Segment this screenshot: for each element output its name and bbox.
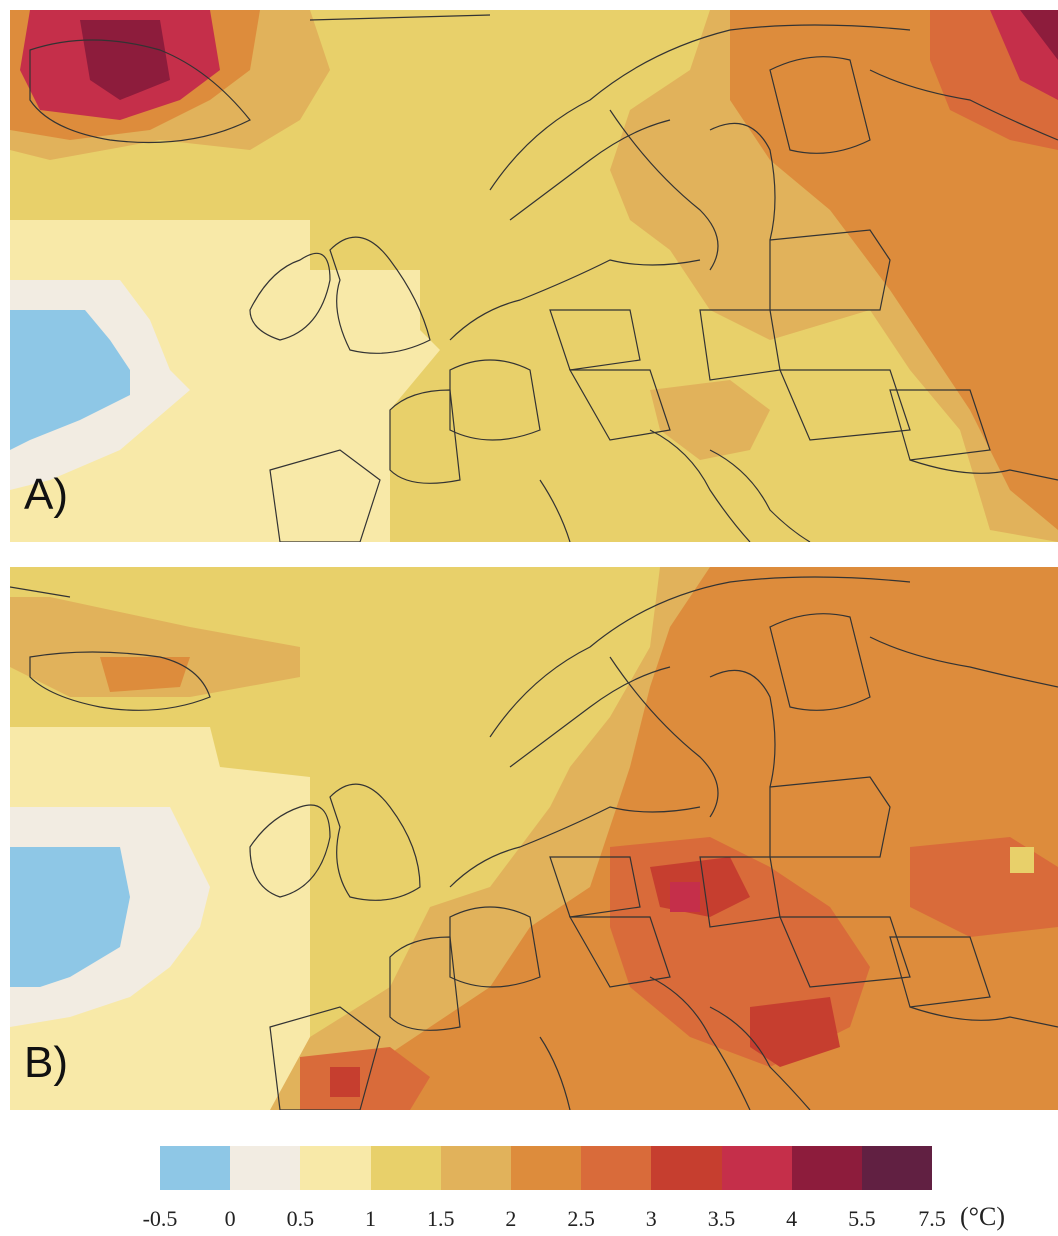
legend-unit: (°C) bbox=[960, 1202, 1006, 1231]
borders-b bbox=[10, 576, 1058, 1110]
legend-swatch bbox=[791, 1146, 862, 1190]
legend-tick-label: 3.5 bbox=[707, 1206, 736, 1231]
legend-tick-label: 3 bbox=[645, 1206, 657, 1231]
legend-swatch bbox=[370, 1146, 441, 1190]
legend-swatch bbox=[581, 1146, 652, 1190]
legend-tick-label: 5.5 bbox=[848, 1206, 876, 1231]
warming-map-a bbox=[10, 10, 1058, 542]
warming-map-b bbox=[10, 567, 1058, 1110]
warm-zone-balkans-a bbox=[650, 380, 770, 460]
color-scale-legend bbox=[160, 1146, 933, 1190]
hot-zone-iceland-b bbox=[100, 657, 190, 692]
legend-swatch bbox=[300, 1146, 371, 1190]
legend-swatch bbox=[230, 1146, 301, 1190]
legend-swatch bbox=[861, 1146, 933, 1190]
peak-zone-balkans-b bbox=[750, 997, 840, 1067]
map-panel-b: B) bbox=[10, 567, 1058, 1110]
legend-ticks: -0.5 0 0.5 1 1.5 2 2.5 3 3.5 4 5.5 7.5 bbox=[0, 1206, 1058, 1236]
legend-tick-label: 0.5 bbox=[286, 1206, 315, 1231]
legend-swatch bbox=[651, 1146, 722, 1190]
legend-tick-label: 1 bbox=[365, 1206, 377, 1231]
cold-zone-b bbox=[10, 847, 130, 987]
legend-swatch bbox=[440, 1146, 511, 1190]
hot-zone-east-a bbox=[730, 10, 1058, 530]
legend-tick-label: 2.5 bbox=[567, 1206, 595, 1231]
legend-tick-label: 2 bbox=[505, 1206, 517, 1231]
cool-pocket-b bbox=[1010, 847, 1034, 873]
map-panel-a: A) bbox=[10, 10, 1058, 542]
legend-swatch bbox=[721, 1146, 792, 1190]
legend-tick-label: 7.5 bbox=[918, 1206, 946, 1231]
legend-swatch bbox=[160, 1146, 231, 1190]
legend-tick-label: 4 bbox=[786, 1206, 798, 1231]
warm-zone-iceland-b bbox=[10, 597, 300, 697]
borders-a bbox=[29, 14, 1058, 542]
extreme-zone-east-a bbox=[1020, 10, 1058, 60]
legend-tick-label: 0 bbox=[224, 1206, 236, 1231]
panel-label-b: B) bbox=[24, 1038, 68, 1087]
panel-label-a: A) bbox=[24, 470, 68, 519]
cold-zone-a bbox=[10, 310, 130, 450]
legend-tick-label: -0.5 bbox=[142, 1206, 178, 1231]
legend-tick-label: 1.5 bbox=[426, 1206, 455, 1231]
extreme-zone-central-b bbox=[670, 882, 700, 912]
peak-zone-iberia-b bbox=[330, 1067, 360, 1097]
legend-swatch bbox=[510, 1146, 582, 1190]
